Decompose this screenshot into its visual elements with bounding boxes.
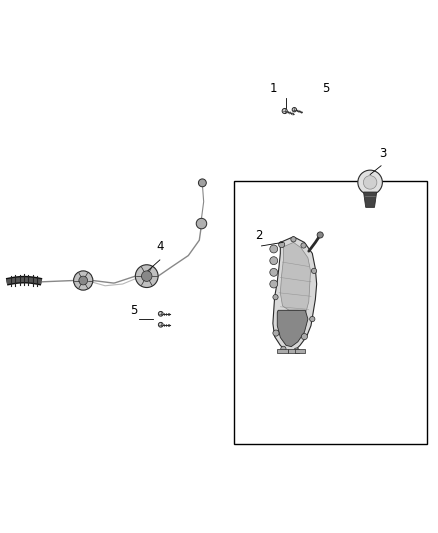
- Circle shape: [292, 108, 297, 112]
- Circle shape: [135, 265, 158, 287]
- Circle shape: [281, 346, 286, 351]
- Circle shape: [282, 108, 287, 114]
- Circle shape: [317, 232, 323, 238]
- Circle shape: [74, 271, 93, 290]
- Polygon shape: [364, 192, 377, 207]
- Circle shape: [270, 269, 278, 276]
- Text: 3: 3: [380, 147, 387, 160]
- Bar: [288, 349, 299, 353]
- Circle shape: [270, 280, 278, 288]
- Bar: [277, 349, 288, 353]
- Circle shape: [141, 271, 152, 281]
- Circle shape: [273, 295, 278, 300]
- Text: 2: 2: [255, 229, 263, 243]
- Circle shape: [159, 322, 163, 327]
- Circle shape: [273, 330, 279, 336]
- Circle shape: [198, 179, 206, 187]
- Circle shape: [270, 245, 278, 253]
- Text: 1: 1: [270, 82, 278, 95]
- Bar: [295, 349, 305, 353]
- Circle shape: [294, 348, 299, 353]
- Text: 5: 5: [323, 82, 330, 95]
- Circle shape: [270, 257, 278, 264]
- Text: 4: 4: [156, 240, 164, 253]
- Text: 5: 5: [130, 304, 137, 317]
- Polygon shape: [280, 243, 311, 314]
- Circle shape: [310, 317, 315, 322]
- Circle shape: [301, 243, 306, 248]
- Circle shape: [364, 176, 377, 189]
- Circle shape: [196, 219, 207, 229]
- Circle shape: [279, 241, 285, 248]
- Circle shape: [79, 276, 88, 285]
- Circle shape: [358, 170, 382, 195]
- Bar: [234, 181, 427, 444]
- Circle shape: [301, 334, 307, 340]
- Polygon shape: [277, 310, 308, 346]
- Circle shape: [291, 237, 296, 242]
- Circle shape: [159, 311, 163, 316]
- Circle shape: [311, 268, 317, 273]
- Polygon shape: [273, 237, 317, 352]
